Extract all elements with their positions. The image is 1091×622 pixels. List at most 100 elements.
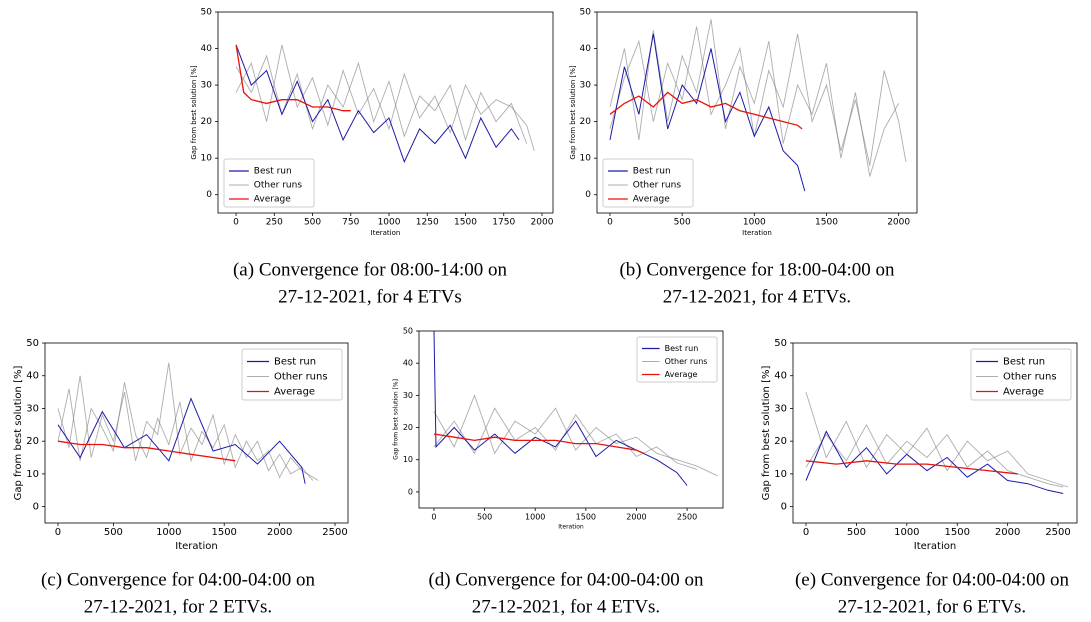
plot: 0 500 1000 1500 2000 2500 0 10 20 30 40 50 Iteration… [13, 338, 349, 617]
x-tick-label: 2500 [677, 513, 697, 522]
y-tick-label: 20 [580, 117, 592, 127]
y-tick-label: 20 [774, 436, 787, 447]
legend-label: Other runs [1003, 372, 1057, 383]
y-axis-label: Gap from best solution [%] [393, 379, 400, 460]
legend-label: Average [633, 195, 670, 205]
x-tick-label: 500 [477, 513, 492, 522]
caption: 27-12-2021, for 6 ETVs. [838, 596, 1026, 617]
plot: 0 250 500 750 1000 1250 1500 1750 2000 0 10 20 30 40 5… [190, 8, 554, 308]
axes-frame [44, 342, 349, 524]
x-tick-label: 1250 [416, 218, 439, 228]
y-axis-label: Gap from best solution [%] [13, 366, 24, 501]
x-tick-label: 2500 [1045, 527, 1070, 538]
legend-label: Other runs [665, 357, 708, 366]
y-tick-label: 50 [774, 338, 787, 349]
plot: 0 500 1000 1500 2000 2500 0 10 20 30 40 50 Iteration… [393, 327, 724, 617]
y-tick-label: 40 [201, 44, 213, 54]
y-tick-label: 0 [33, 502, 39, 513]
x-tick-label: 1000 [525, 513, 545, 522]
series-line [57, 397, 306, 484]
caption: 27-12-2021, for 2 ETVs. [84, 596, 272, 617]
y-tick-label: 50 [201, 8, 213, 18]
legend-label: Average [274, 387, 315, 398]
plot: 0 500 1000 1500 2000 0 10 20 30 40 50 Iteration Gap … [569, 8, 918, 307]
y-tick-label: 40 [403, 359, 413, 368]
y-tick-label: 10 [403, 455, 413, 464]
x-tick-label: 2000 [887, 218, 910, 228]
x-tick-label: 1500 [945, 527, 970, 538]
y-axis-label: Gap from best solution [%] [190, 65, 198, 160]
x-tick-label: 1750 [492, 218, 515, 228]
x-tick-label: 0 [233, 218, 239, 228]
y-tick-label: 30 [26, 403, 39, 414]
x-tick-label: 1500 [815, 218, 838, 228]
x-axis-label: Iteration [371, 229, 401, 237]
series-line [433, 331, 688, 486]
series-line [57, 382, 319, 481]
y-tick-label: 30 [580, 81, 592, 91]
series-line [433, 407, 698, 470]
y-tick-label: 50 [403, 327, 413, 336]
y-tick-label: 40 [580, 44, 592, 54]
series-line [609, 91, 803, 130]
x-tick-label: 250 [266, 218, 283, 228]
y-tick-label: 20 [403, 423, 413, 432]
series-line [609, 19, 900, 177]
series-line [235, 44, 351, 112]
series-line [235, 44, 520, 164]
y-tick-label: 10 [580, 154, 592, 164]
series-line [235, 44, 535, 152]
legend-label: Best run [274, 357, 316, 368]
series-line [433, 433, 644, 454]
y-tick-label: 0 [408, 487, 413, 496]
x-tick-label: 1000 [894, 527, 919, 538]
caption: (c) Convergence for 04:00-04:00 on [41, 569, 316, 590]
legend-label: Other runs [274, 372, 328, 383]
x-axis-label: Iteration [914, 541, 956, 552]
legend-label: Best run [1003, 357, 1045, 368]
x-tick-label: 1000 [156, 527, 181, 538]
legend-label: Other runs [254, 181, 303, 191]
y-axis-label: Gap from best solution [%] [761, 366, 772, 501]
caption: 27-12-2021, for 4 ETVs. [472, 596, 660, 617]
x-tick-label: 0 [431, 513, 436, 522]
y-tick-label: 50 [26, 338, 39, 349]
y-tick-label: 10 [774, 469, 787, 480]
y-tick-label: 10 [201, 154, 213, 164]
series-line [57, 362, 314, 481]
series-line [609, 33, 806, 192]
x-tick-label: 2000 [531, 218, 554, 228]
y-axis-label: Gap from best solution [%] [569, 65, 577, 160]
x-tick-label: 2000 [267, 527, 292, 538]
legend-label: Average [1003, 387, 1044, 398]
x-tick-label: 1000 [743, 218, 766, 228]
x-tick-label: 2000 [626, 513, 646, 522]
x-tick-label: 1500 [576, 513, 596, 522]
series-line [805, 460, 1018, 475]
legend-label: Best run [665, 344, 699, 353]
x-tick-label: 500 [674, 218, 691, 228]
x-axis-label: Iteration [742, 229, 772, 237]
y-tick-label: 10 [26, 469, 39, 480]
series-line [805, 430, 1064, 494]
y-tick-label: 40 [774, 371, 787, 382]
axes-frame [418, 330, 724, 509]
x-axis-label: Iteration [175, 541, 217, 552]
y-tick-label: 20 [26, 436, 39, 447]
series-line [57, 440, 236, 462]
y-tick-label: 30 [403, 391, 413, 400]
caption: (a) Convergence for 08:00-14:00 on [233, 259, 508, 280]
y-tick-label: 40 [26, 371, 39, 382]
y-tick-label: 30 [774, 403, 787, 414]
legend-label: Best run [254, 167, 292, 177]
caption: 27-12-2021, for 4 ETVs. [663, 286, 851, 307]
x-tick-label: 500 [304, 218, 321, 228]
y-tick-label: 0 [585, 190, 591, 200]
caption: (e) Convergence for 04:00-04:00 on [795, 569, 1070, 590]
caption: 27-12-2021, for 4 ETVs [278, 286, 462, 307]
axes-frame [217, 11, 554, 214]
x-tick-label: 500 [104, 527, 123, 538]
y-tick-label: 30 [201, 81, 213, 91]
legend-label: Average [665, 370, 698, 379]
